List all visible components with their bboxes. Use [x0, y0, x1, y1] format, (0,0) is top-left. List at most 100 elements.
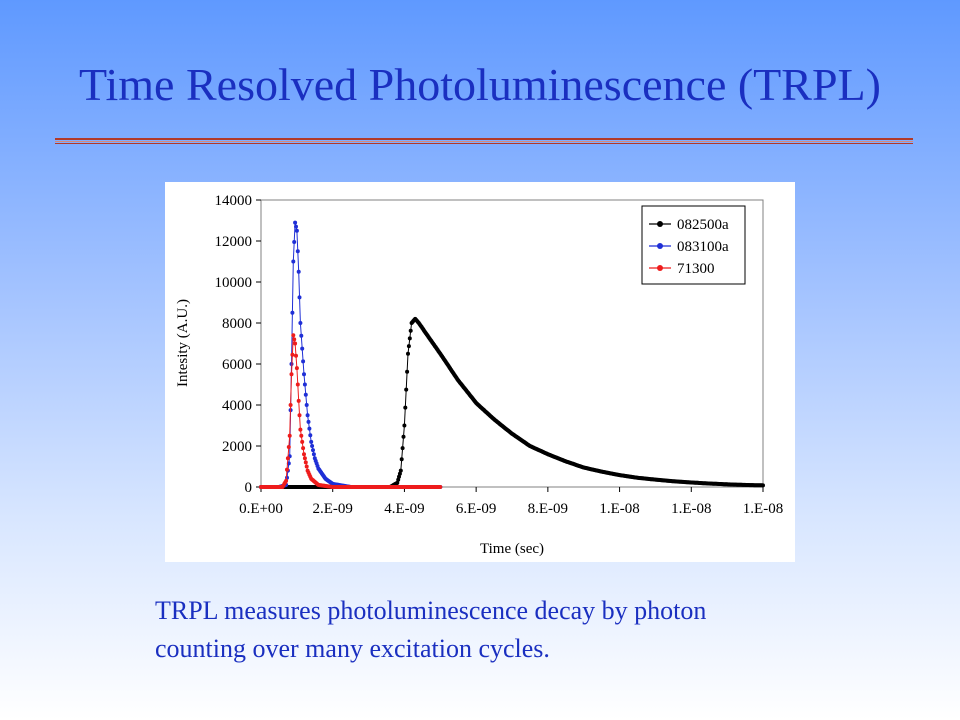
x-axis-label: Time (sec) [480, 541, 544, 557]
title-divider [55, 143, 913, 144]
data-point [292, 337, 297, 342]
x-axis: 0.E+00 2.E-09 4.E-09 6.E-09 8.E-09 1.E-08 1.E-… [239, 487, 783, 517]
data-point [403, 405, 408, 410]
data-point [292, 240, 297, 244]
y-tick-label: 2000 [222, 439, 252, 455]
data-point [406, 344, 411, 349]
x-tick-label: 8.E-09 [528, 501, 568, 517]
legend-label: 71300 [677, 261, 715, 277]
data-point [397, 474, 401, 479]
data-point [295, 249, 300, 254]
x-tick-label: 1.E-08 [743, 501, 783, 517]
trpl-chart: 0 2000 4000 6000 8000 10000 12000 14000 0.E+00 2… [165, 182, 795, 562]
y-axis-label: Intesity (A.U.) [175, 299, 191, 387]
data-point [310, 444, 315, 448]
data-point [311, 452, 316, 457]
data-point [296, 269, 301, 274]
title-divider [55, 138, 913, 140]
data-point [289, 372, 294, 377]
y-tick-label: 0 [245, 480, 253, 496]
series-layer [259, 220, 765, 489]
data-point [304, 464, 309, 469]
data-point [297, 413, 302, 418]
data-point [302, 372, 306, 377]
data-point [408, 328, 413, 333]
data-point [302, 456, 307, 461]
data-point [402, 423, 407, 428]
legend-label: 083100a [677, 239, 729, 255]
data-point [438, 485, 443, 489]
data-point [311, 448, 315, 453]
data-point [399, 457, 404, 462]
data-point [297, 295, 302, 300]
x-tick-label: 2.E-09 [313, 501, 353, 517]
caption: TRPL measures photoluminescence decay by… [155, 592, 875, 668]
data-point [294, 353, 298, 358]
data-point [404, 387, 409, 392]
data-point [303, 460, 308, 465]
x-tick-label: 6.E-09 [456, 501, 496, 517]
slide-title: Time Resolved Photoluminescence (TRPL) [79, 59, 881, 110]
data-point [300, 439, 305, 444]
x-tick-label: 0.E+00 [239, 501, 283, 517]
legend: 082500a 083100a 71300 [641, 205, 746, 285]
data-point [299, 433, 304, 438]
y-tick-label: 12000 [215, 234, 253, 250]
x-tick-label: 1.E-08 [599, 501, 639, 517]
data-point [305, 413, 310, 418]
data-point [407, 336, 412, 341]
data-point [294, 224, 298, 229]
data-point [290, 352, 295, 357]
data-point [285, 456, 290, 461]
data-point [761, 483, 765, 488]
legend-swatch-marker [657, 265, 663, 271]
data-point [398, 468, 403, 473]
data-point [306, 419, 311, 424]
data-point [309, 439, 314, 444]
data-point [291, 259, 296, 264]
data-point [396, 477, 401, 482]
y-tick-label: 6000 [222, 357, 252, 373]
data-point [301, 359, 306, 364]
data-point [287, 433, 292, 438]
series-71300 [259, 333, 443, 489]
data-point [286, 445, 291, 449]
data-point [295, 382, 300, 387]
data-point [406, 351, 410, 356]
data-point [308, 433, 313, 438]
data-point [288, 403, 293, 407]
data-point [303, 392, 308, 397]
data-point [293, 220, 298, 225]
data-point [285, 467, 289, 472]
caption-line-2: counting over many excitation cycles. [155, 634, 550, 663]
data-point [400, 446, 405, 451]
data-point [293, 341, 298, 346]
data-point [296, 398, 301, 403]
data-point [294, 228, 299, 233]
data-point [298, 427, 303, 432]
data-point [302, 382, 307, 387]
legend-swatch-marker [657, 221, 663, 227]
data-point [291, 333, 296, 338]
y-tick-label: 4000 [222, 398, 252, 414]
data-point [294, 366, 299, 371]
data-point [397, 471, 402, 476]
y-tick-label: 8000 [222, 316, 252, 332]
data-point [401, 434, 406, 439]
caption-line-1: TRPL measures photoluminescence decay by… [155, 596, 707, 625]
data-point [299, 333, 304, 338]
y-tick-label: 10000 [215, 275, 253, 291]
data-point [307, 426, 312, 431]
chart-svg: 0 2000 4000 6000 8000 10000 12000 14000 0.E+00 2… [175, 193, 783, 557]
data-point [300, 346, 305, 351]
y-tick-label: 14000 [215, 193, 253, 209]
data-point [302, 452, 306, 457]
data-point [395, 480, 400, 485]
data-point [284, 478, 289, 483]
legend-label: 082500a [677, 217, 729, 233]
data-point [290, 310, 295, 315]
legend-swatch-marker [657, 243, 663, 249]
data-point [298, 321, 303, 325]
title-divider [55, 141, 913, 142]
data-point [301, 446, 306, 451]
